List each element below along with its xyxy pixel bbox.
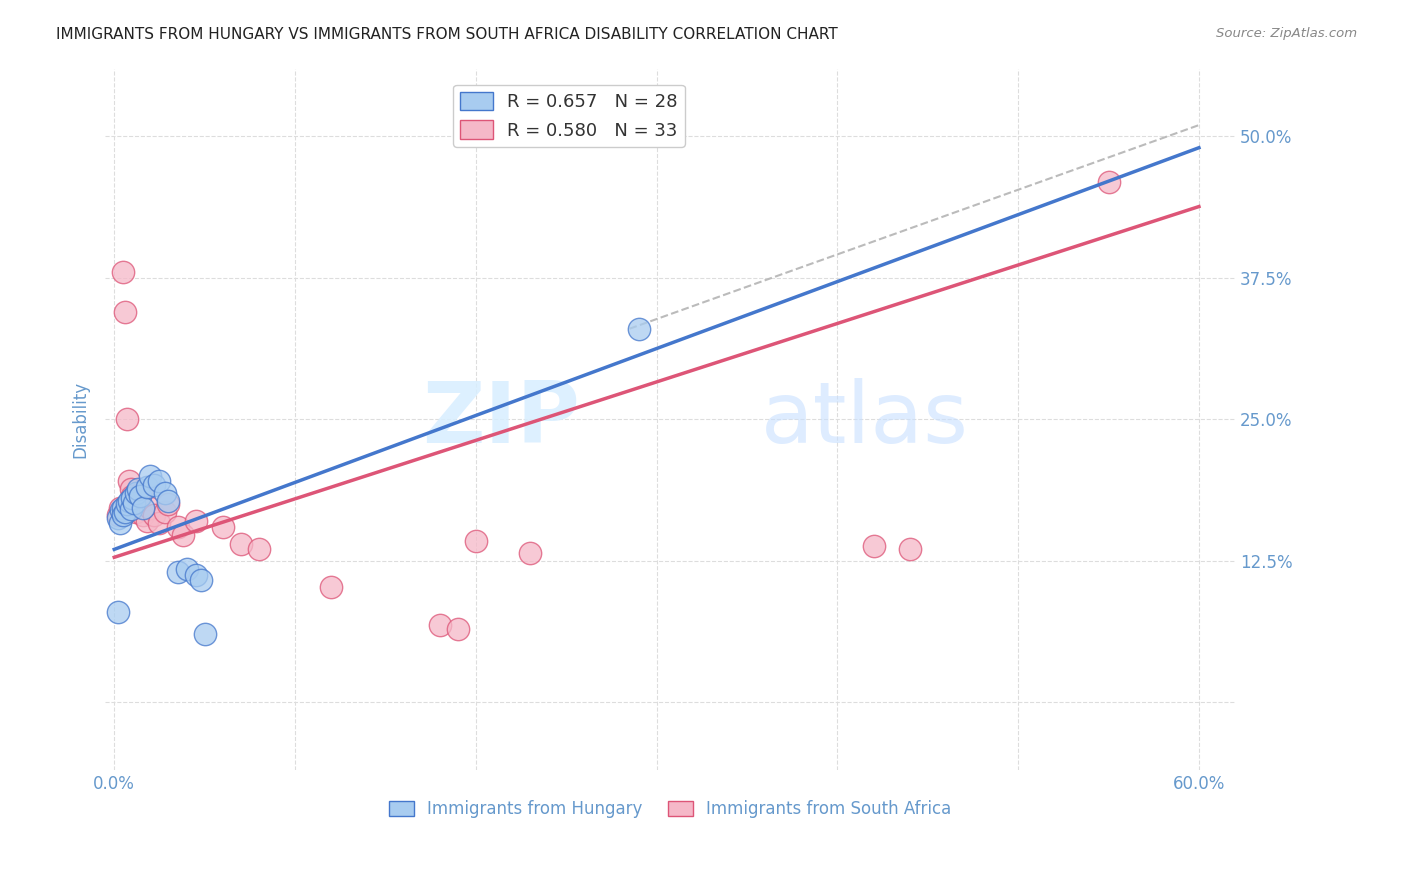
Point: [108, 516, 131, 531]
Point: [153, 505, 176, 519]
Point: [107, 510, 129, 524]
Point: [157, 497, 180, 511]
Point: [1097, 175, 1119, 189]
Point: [122, 496, 145, 510]
Point: [321, 580, 343, 594]
Point: [107, 605, 129, 619]
Point: [118, 493, 141, 508]
Point: [112, 508, 135, 523]
Point: [121, 489, 143, 503]
Point: [127, 497, 149, 511]
Text: IMMIGRANTS FROM HUNGARY VS IMMIGRANTS FROM SOUTH AFRICA DISABILITY CORRELATION C: IMMIGRANTS FROM HUNGARY VS IMMIGRANTS FR…: [56, 27, 838, 42]
Point: [122, 493, 145, 508]
Point: [128, 489, 150, 503]
Point: [176, 561, 198, 575]
Text: ZIP: ZIP: [422, 377, 579, 461]
Point: [125, 505, 148, 519]
Point: [519, 546, 541, 560]
Point: [112, 500, 135, 515]
Point: [247, 542, 270, 557]
Point: [184, 514, 207, 528]
Point: [153, 485, 176, 500]
Point: [132, 508, 155, 523]
Point: [125, 485, 148, 500]
Point: [862, 539, 884, 553]
Point: [139, 468, 162, 483]
Point: [143, 508, 166, 523]
Point: [132, 500, 155, 515]
Legend: Immigrants from Hungary, Immigrants from South Africa: Immigrants from Hungary, Immigrants from…: [382, 794, 957, 825]
Point: [115, 412, 138, 426]
Point: [194, 627, 217, 641]
Point: [229, 537, 252, 551]
Point: [112, 265, 135, 279]
Point: [166, 520, 188, 534]
Point: [148, 516, 170, 531]
Point: [110, 502, 132, 516]
Point: [139, 500, 162, 515]
Point: [131, 485, 153, 500]
Y-axis label: Disability: Disability: [72, 381, 89, 458]
Text: Source: ZipAtlas.com: Source: ZipAtlas.com: [1216, 27, 1357, 40]
Point: [898, 542, 921, 557]
Point: [157, 493, 180, 508]
Point: [148, 475, 170, 489]
Point: [114, 305, 136, 319]
Point: [120, 501, 142, 516]
Point: [135, 514, 157, 528]
Point: [143, 478, 166, 492]
Point: [166, 565, 188, 579]
Point: [107, 508, 129, 523]
Point: [627, 322, 650, 336]
Point: [429, 618, 451, 632]
Point: [118, 475, 141, 489]
Point: [115, 497, 138, 511]
Point: [120, 483, 142, 497]
Point: [108, 500, 131, 515]
Point: [172, 527, 194, 541]
Point: [121, 491, 143, 506]
Point: [127, 483, 149, 497]
Point: [447, 622, 470, 636]
Point: [114, 505, 136, 519]
Point: [211, 520, 233, 534]
Point: [190, 573, 212, 587]
Text: atlas: atlas: [761, 377, 969, 461]
Point: [184, 568, 207, 582]
Point: [464, 534, 486, 549]
Point: [135, 480, 157, 494]
